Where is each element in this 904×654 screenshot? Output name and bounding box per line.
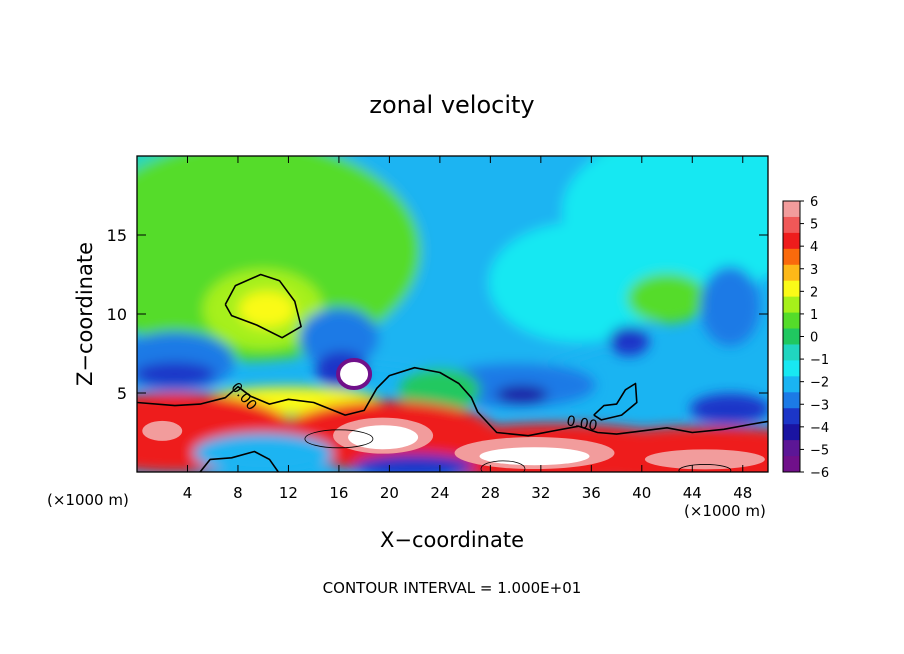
x-axis: 4 8 12 16 20 24 28 32 36 40 44 48 (183, 156, 752, 502)
x-tick-label: 36 (582, 484, 601, 502)
colorbar-swatch (783, 344, 800, 361)
westerly-core (644, 449, 765, 470)
velocity-field (137, 156, 768, 472)
field-shade (700, 266, 761, 347)
x-tick-label: 40 (632, 484, 651, 502)
colorbar-swatch (783, 328, 800, 345)
x-tick-label: 8 (233, 484, 243, 502)
colorbar-swatch (783, 264, 800, 282)
colorbar-tick-label: −6 (810, 466, 829, 481)
colorbar-swatch (783, 248, 800, 266)
x-tick-label: 48 (733, 484, 752, 502)
x-unit-left: (×1000 m) (47, 491, 129, 509)
colorbar: 6 5 4 3 2 1 0 −1 −2 −3 −4 −5 −6 (782, 195, 829, 481)
colorbar-swatch (783, 312, 800, 330)
colorbar-tick-label: 2 (810, 285, 818, 300)
upper-jet-zero-contour (224, 273, 302, 339)
colorbar-tick-label: 4 (810, 240, 818, 255)
x-tick-label: 12 (279, 484, 298, 502)
y-tick-label: 10 (107, 305, 127, 324)
field-shade (137, 362, 215, 387)
x-tick-label: 32 (531, 484, 550, 502)
x-axis-label: X−coordinate (380, 528, 524, 552)
y-axis: 5 10 15 (107, 226, 768, 403)
colorbar-swatch (783, 201, 800, 218)
westerly-core (479, 447, 590, 466)
colorbar-tick-label: −3 (810, 398, 829, 413)
westerly-pocket (336, 358, 373, 391)
colorbar-tick-label: −4 (810, 421, 829, 436)
colorbar-swatch (783, 296, 800, 314)
thin-contour (304, 429, 374, 449)
zero-contours (137, 273, 768, 472)
x-unit-right: (×1000 m) (684, 502, 766, 520)
field-shade (627, 273, 708, 324)
colorbar-swatch (783, 440, 800, 457)
thin-contour (678, 464, 732, 472)
surface-zero-contour (199, 450, 279, 472)
colorbar-swatch (783, 424, 800, 441)
chart-title: zonal velocity (369, 91, 534, 119)
field-shade (399, 367, 480, 412)
field-shade (193, 433, 334, 472)
x-tick-label: 16 (329, 484, 348, 502)
field-shade (488, 222, 669, 343)
colorbar-swatch (783, 360, 800, 377)
colorbar-swatch (783, 216, 800, 234)
colorbar-tick-label: 1 (810, 308, 818, 323)
contour-label: 0.00 (565, 413, 598, 434)
x-tick-label: 24 (430, 484, 449, 502)
colorbar-swatch (783, 392, 800, 409)
hump-zero-contour (593, 382, 638, 421)
x-tick-label: 44 (683, 484, 702, 502)
x-tick-label: 20 (380, 484, 399, 502)
colorbar-swatch (783, 232, 800, 250)
colorbar-swatch (783, 280, 800, 298)
y-axis-label: Z−coordinate (73, 242, 97, 386)
field-shade (690, 393, 768, 424)
x-tick-label: 4 (183, 484, 193, 502)
field-shade (238, 291, 295, 328)
colorbar-tick-label: −1 (810, 353, 829, 368)
colorbar-tick-label: 6 (810, 195, 818, 210)
colorbar-tick-label: −5 (810, 443, 829, 458)
field-shade (495, 385, 548, 404)
thin-contour (480, 460, 526, 472)
y-tick-label: 5 (117, 384, 127, 403)
westerly-core (348, 425, 419, 450)
low-level-zero-contour (137, 366, 768, 437)
colorbar-tick-label: 3 (810, 263, 818, 278)
field-shade (609, 325, 650, 356)
colorbar-tick-label: −2 (810, 376, 829, 391)
y-tick-label: 15 (107, 226, 127, 245)
colorbar-swatch (783, 376, 800, 393)
contour-interval-note: CONTOUR INTERVAL = 1.000E+01 (323, 579, 582, 597)
field-shade (298, 307, 379, 368)
x-tick-label: 28 (481, 484, 500, 502)
westerly-core (142, 420, 183, 441)
colorbar-swatch (783, 408, 800, 425)
colorbar-swatch (783, 456, 800, 473)
field-shade (354, 453, 475, 472)
colorbar-tick-label: 0 (810, 331, 818, 346)
colorbar-tick-label: 5 (810, 218, 818, 233)
plot-area (137, 156, 768, 472)
